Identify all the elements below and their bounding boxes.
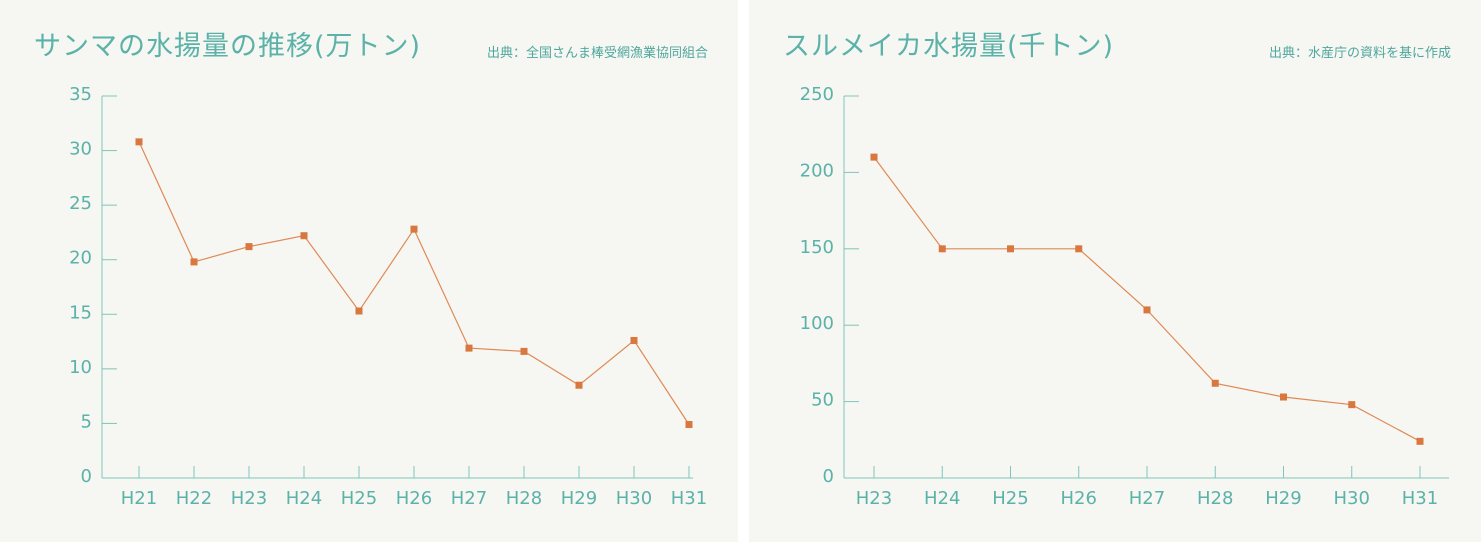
data-point: [575, 381, 583, 389]
data-point: [1348, 401, 1356, 409]
chart-surume: 0 50 100 150 200 250 H23 H24 H25 H26 H27 H28 H29 H30 H…: [800, 84, 1449, 509]
y-tick-label: 35: [69, 84, 92, 105]
data-point: [520, 347, 528, 355]
x-tick-label: H21: [121, 488, 157, 509]
x-tick-label: H26: [396, 488, 432, 509]
data-point: [630, 336, 638, 344]
series-line: [873, 156, 1421, 442]
x-tick-label: H24: [924, 488, 960, 509]
data-point: [1211, 379, 1219, 387]
x-tick-label: H29: [1265, 488, 1301, 509]
chart-source: 出典：全国さんま棒受網漁業協同組合: [486, 46, 708, 61]
y-tick-label: 10: [69, 357, 92, 378]
x-tick-label: H31: [1402, 488, 1438, 509]
y-tick-label: 30: [69, 139, 92, 160]
x-tick-label: H22: [176, 488, 212, 509]
x-tick-label: H23: [856, 488, 892, 509]
x-tick-label: H24: [286, 488, 322, 509]
x-tick-label: H27: [451, 488, 487, 509]
data-point: [1416, 437, 1424, 445]
data-point: [685, 421, 693, 429]
chart-source: 出典：水産庁の資料を基に作成: [1268, 46, 1451, 61]
chart-panel-sanma: サンマの水揚量の推移(万トン) 出典：全国さんま棒受網漁業協同組合 0 5 10 15…: [0, 0, 738, 542]
y-tick-label: 25: [69, 193, 92, 214]
data-point: [465, 344, 473, 352]
chart-title: スルメイカ水揚量(千トン): [783, 31, 1115, 62]
x-tick-label: H28: [1197, 488, 1233, 509]
data-point: [190, 258, 198, 266]
data-point: [1280, 393, 1287, 401]
x-tick-label: H26: [1061, 488, 1097, 509]
data-point: [355, 307, 363, 315]
x-tick-label: H23: [231, 488, 267, 509]
data-point: [135, 138, 143, 146]
y-tick-label: 0: [81, 466, 92, 487]
y-tick-label: 150: [800, 237, 834, 258]
x-tick-label: H30: [1334, 488, 1370, 509]
chart-panel-surume: スルメイカ水揚量(千トン) 出典：水産庁の資料を基に作成 0 50 100 150 20…: [749, 0, 1481, 542]
y-tick-label: 5: [81, 411, 92, 432]
data-point: [410, 225, 418, 233]
data-point: [1143, 306, 1151, 314]
x-tick-label: H27: [1129, 488, 1165, 509]
series-line: [138, 141, 690, 425]
x-tick-label: H25: [341, 488, 377, 509]
y-tick-label: 20: [69, 248, 92, 269]
y-tick-label: 50: [811, 390, 834, 411]
x-tick-label: H30: [616, 488, 652, 509]
chart-sanma: 0 5 10 15 20 25 30 35 H21 H22 H23 H24 H25 H26 H27 H28 H2…: [69, 84, 707, 509]
x-tick-label: H29: [561, 488, 597, 509]
y-tick-label: 200: [800, 160, 834, 181]
y-tick-label: 250: [800, 84, 834, 105]
y-tick-label: 0: [823, 466, 834, 487]
data-point: [938, 245, 946, 253]
y-tick-label: 15: [69, 302, 92, 323]
data-point: [1075, 245, 1083, 253]
data-point: [245, 243, 253, 251]
y-tick-label: 100: [800, 313, 834, 334]
data-point: [870, 153, 878, 161]
x-tick-label: H25: [992, 488, 1028, 509]
x-tick-label: H28: [506, 488, 542, 509]
chart-title: サンマの水揚量の推移(万トン): [34, 31, 422, 62]
data-point: [300, 232, 308, 240]
data-point: [1007, 245, 1014, 253]
x-tick-label: H31: [671, 488, 707, 509]
